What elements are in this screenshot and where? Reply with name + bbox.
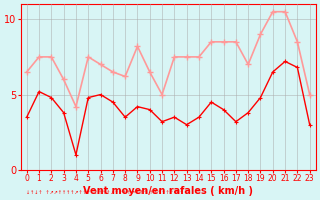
X-axis label: Vent moyen/en rafales ( km/h ): Vent moyen/en rafales ( km/h ) — [83, 186, 253, 196]
Text: ↓↑↓↑  ↑↗↗↑↑↑↑↗↑↑↑  ↑↑↑↑↗↑↑↑↑↗↑↑↑ ↑↑↑↑↑↑ ↑↑: ↓↑↓↑ ↑↗↗↑↑↑↑↗↑↑↑ ↑↑↑↑↗↑↑↑↑↗↑↑↑ ↑↑↑↑↑↑ ↑↑ — [27, 190, 184, 195]
